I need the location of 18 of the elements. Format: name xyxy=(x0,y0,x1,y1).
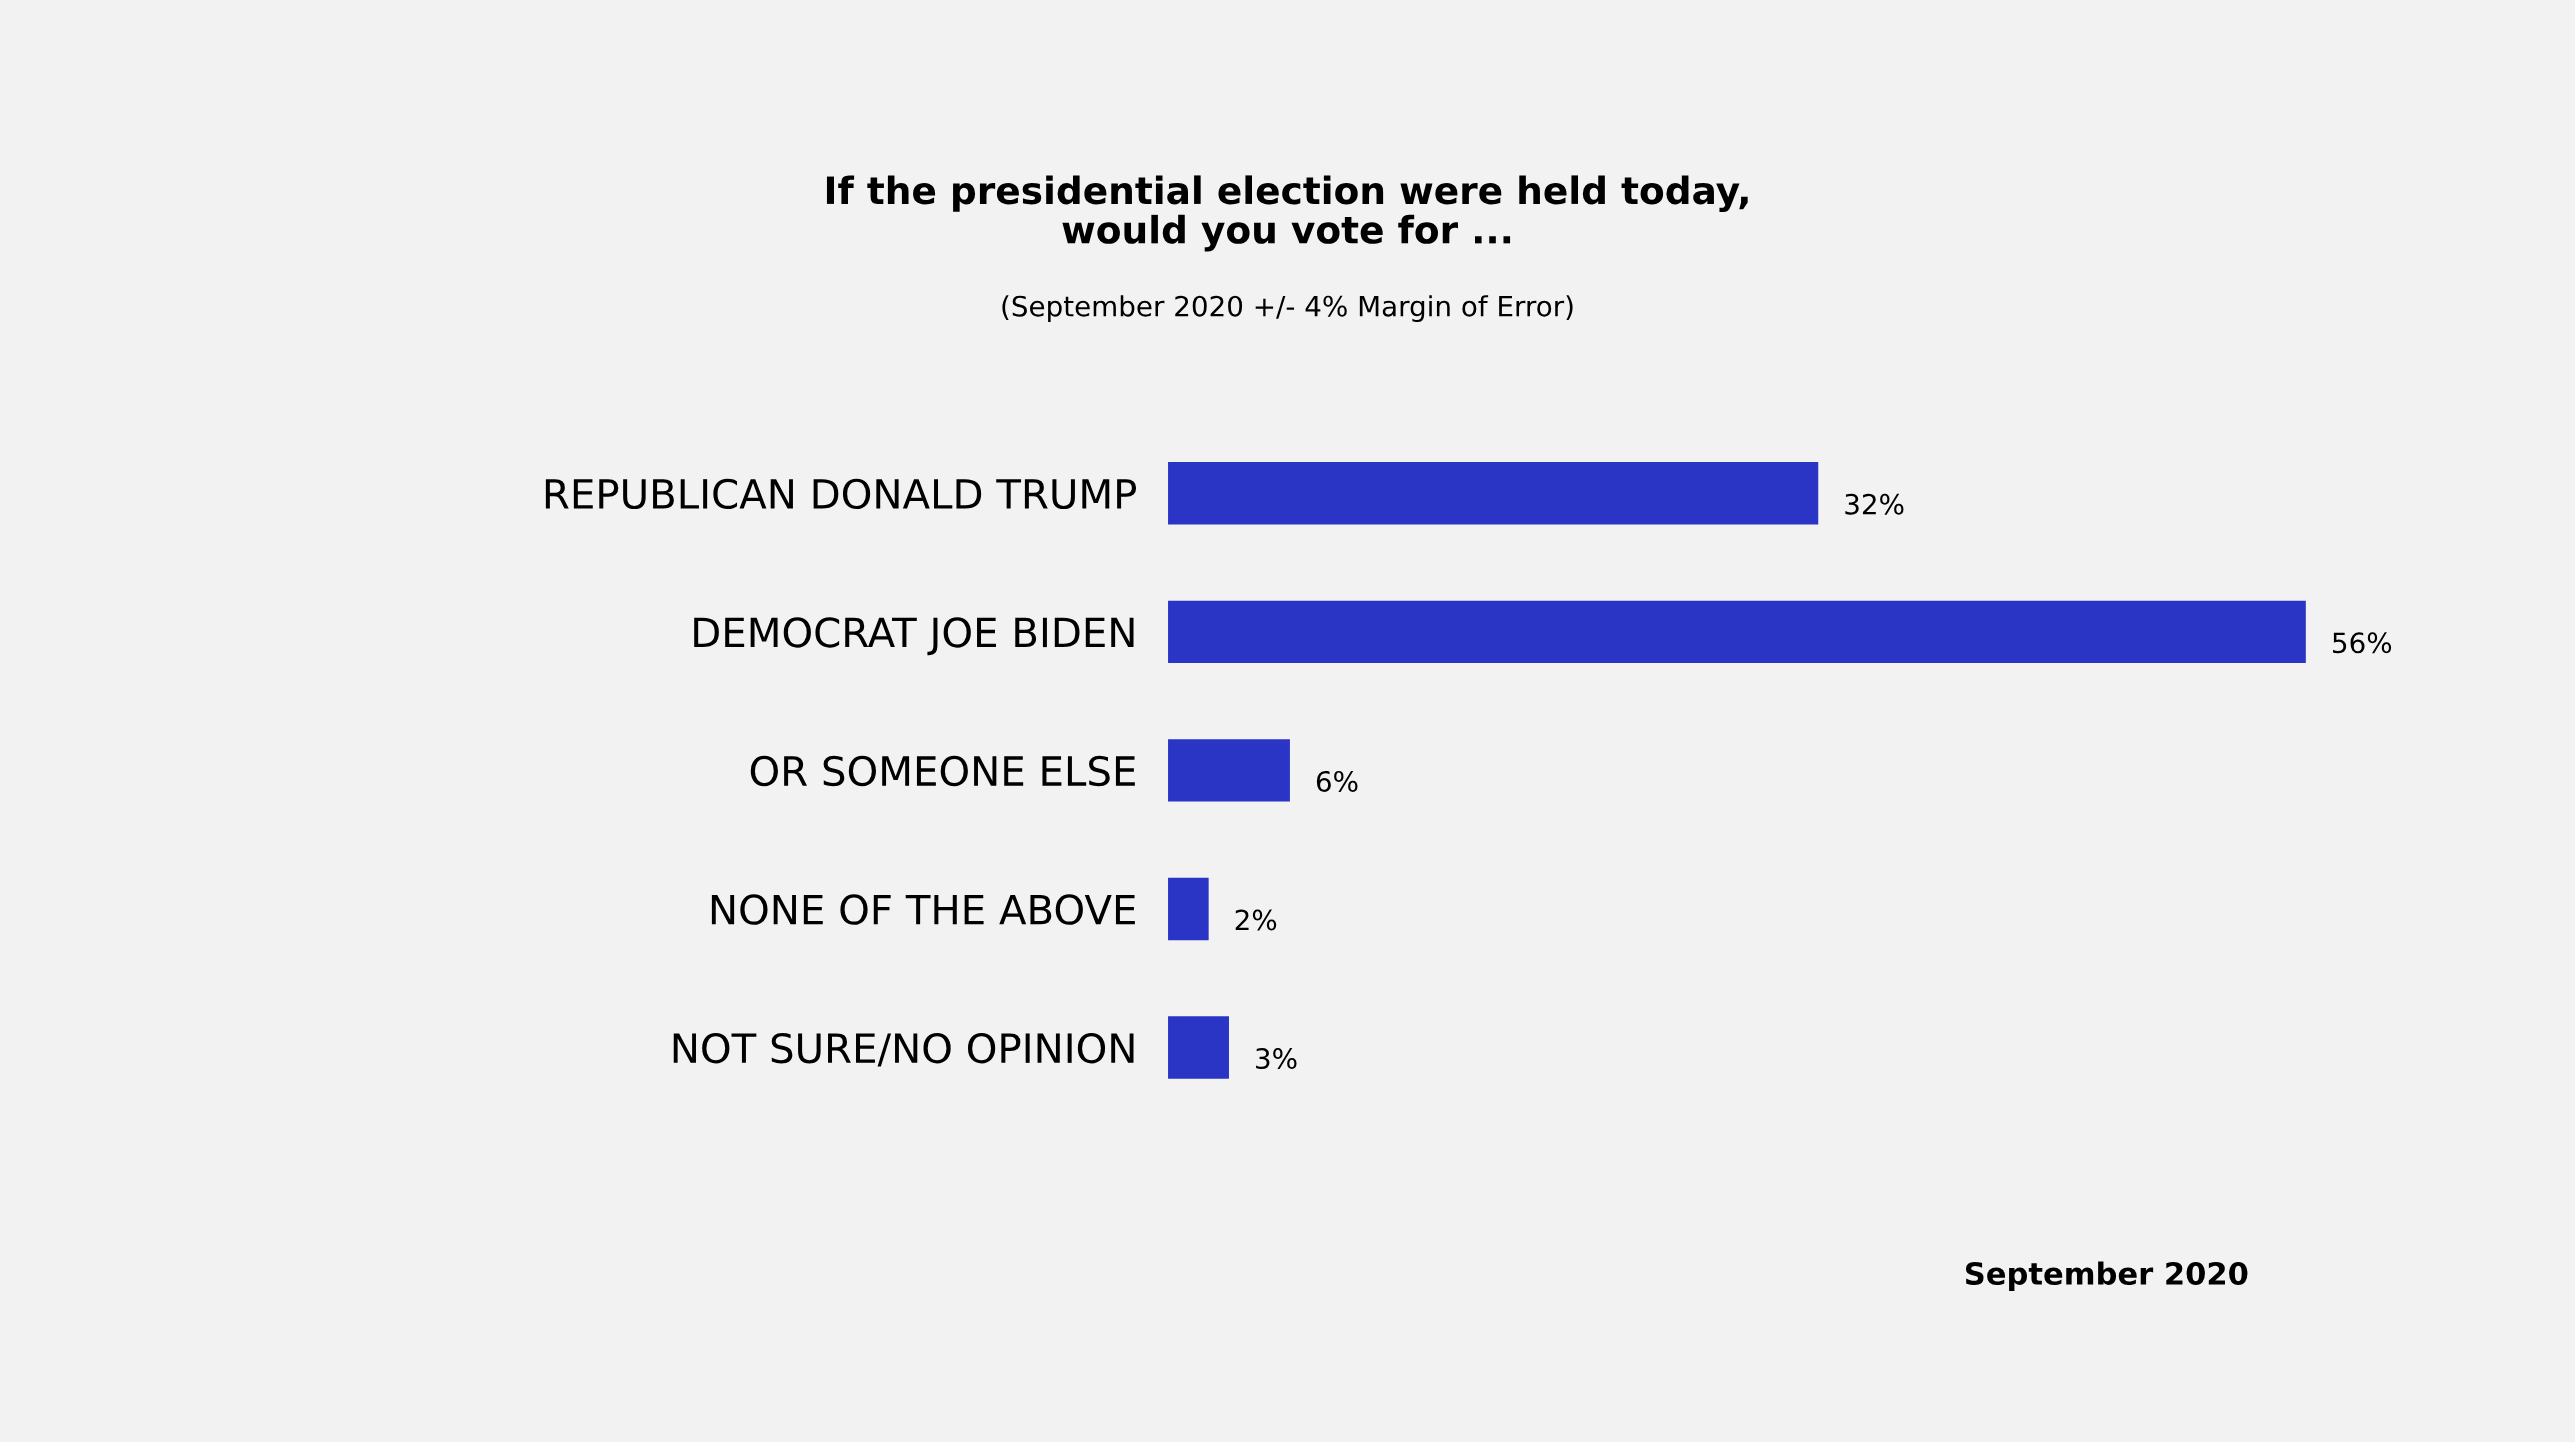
bar xyxy=(1168,462,1819,525)
data-label: 6% xyxy=(1316,770,1358,792)
data-label: 32% xyxy=(1845,493,1904,515)
bar xyxy=(1168,1016,1229,1079)
y-tick-label: DEMOCRAT JOE BIDEN xyxy=(694,617,1134,656)
y-tick-label: NOT SURE/NO OPINION xyxy=(673,1032,1134,1067)
data-label: 56% xyxy=(2333,632,2392,654)
text: September 2020 xyxy=(1965,1261,2248,1291)
data-label: 3% xyxy=(1256,1048,1297,1070)
chart-subtitle: (September 2020 +/- 4% Margin of Error) xyxy=(1002,295,1573,323)
y-tick-label: NONE OF THE ABOVE xyxy=(711,894,1135,925)
bar xyxy=(1168,600,2306,663)
bar xyxy=(1168,739,1290,802)
chart-title: If the presidential election were held today, would you vote for ... xyxy=(826,175,1748,252)
y-tick-label: OR SOMEONE ELSE xyxy=(750,755,1135,787)
data-label: 2% xyxy=(1235,909,1277,931)
bar xyxy=(1168,877,1209,941)
y-tick-label: REPUBLICAN DONALD TRUMP xyxy=(545,478,1137,510)
